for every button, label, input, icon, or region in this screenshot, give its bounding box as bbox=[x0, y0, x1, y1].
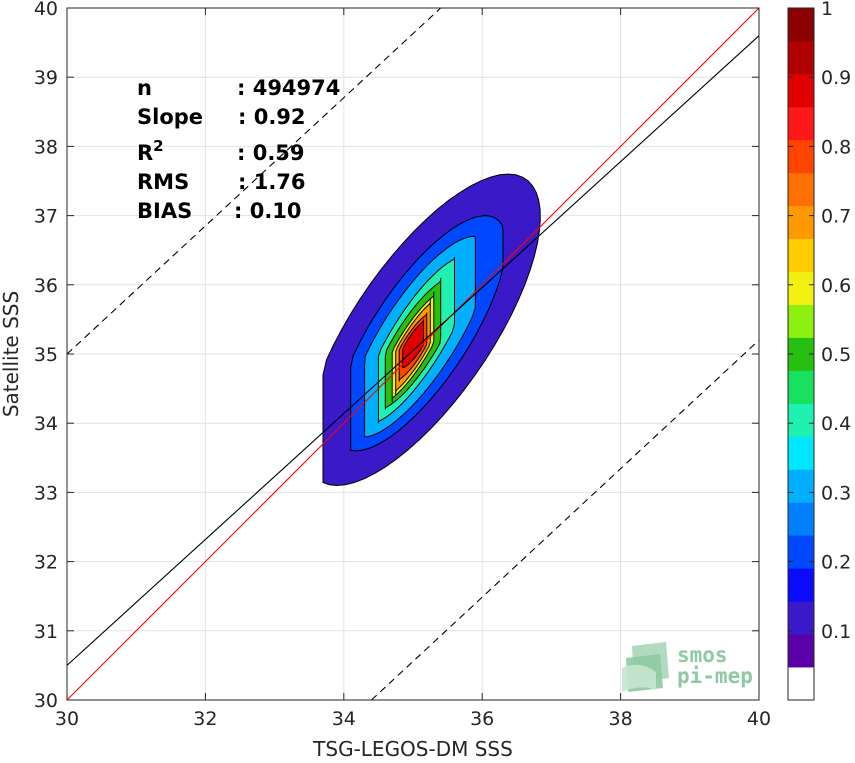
stat-label: BIAS bbox=[137, 199, 192, 223]
colorbar-tick-label: 0.7 bbox=[821, 206, 851, 228]
y-tick-label: 33 bbox=[34, 482, 58, 504]
colorbar-band bbox=[788, 172, 814, 207]
colorbar-band bbox=[788, 73, 814, 108]
colorbar-band bbox=[788, 238, 814, 273]
stat-label: RMS bbox=[137, 170, 189, 194]
stat-value: : 0.10 bbox=[234, 199, 302, 223]
y-tick-label: 31 bbox=[34, 621, 58, 643]
colorbar-band bbox=[788, 601, 814, 635]
colorbar-band bbox=[788, 436, 814, 470]
density-contours bbox=[322, 173, 541, 487]
colorbar-band bbox=[788, 40, 814, 75]
colorbar-tick-label: 0.3 bbox=[821, 482, 851, 504]
lower-bound-line bbox=[371, 339, 760, 701]
colorbar-band bbox=[788, 205, 814, 240]
logo-line1: smos bbox=[677, 643, 728, 667]
x-tick-label: 38 bbox=[609, 708, 633, 730]
smos-pimep-logo: smos pi-mep bbox=[622, 642, 753, 692]
x-axis-ticks: 30 32 34 36 38 40 bbox=[55, 8, 771, 730]
y-tick-label: 36 bbox=[34, 275, 58, 297]
y-tick-label: 32 bbox=[34, 552, 58, 574]
stat-value: : 494974 bbox=[237, 76, 340, 100]
stat-value: : 1.76 bbox=[238, 170, 306, 194]
stat-value: : 0.92 bbox=[238, 105, 306, 129]
colorbar-band bbox=[788, 469, 814, 503]
stat-value: : 0.59 bbox=[237, 141, 305, 165]
colorbar-band bbox=[788, 568, 814, 602]
x-tick-label: 34 bbox=[332, 708, 356, 730]
colorbar-band bbox=[788, 271, 814, 305]
y-tick-label: 35 bbox=[34, 344, 58, 366]
stat-superscript: 2 bbox=[153, 137, 163, 155]
colorbar-band bbox=[788, 403, 814, 437]
stat-label: Slope bbox=[137, 105, 203, 129]
colorbar-tick-label: 0.4 bbox=[821, 413, 851, 435]
colorbar-band bbox=[788, 106, 814, 141]
colorbar-tick-label: 0.1 bbox=[821, 621, 851, 643]
colorbar-tick-label: 0.2 bbox=[821, 552, 851, 574]
x-axis-label: TSG-LEGOS-DM SSS bbox=[312, 737, 513, 761]
colorbar-band bbox=[788, 502, 814, 536]
colorbar-tick-label: 0.6 bbox=[821, 275, 851, 297]
reference-lines bbox=[66, 7, 760, 701]
colorbar-tick-label: 0.5 bbox=[821, 344, 851, 366]
y-axis-label: Satellite SSS bbox=[0, 291, 23, 417]
colorbar-band bbox=[788, 139, 814, 174]
logo-icon bbox=[622, 642, 669, 692]
colorbar-tick-label: 0.8 bbox=[821, 136, 851, 158]
colorbar-tick-label: 0.9 bbox=[821, 67, 851, 89]
colorbar-band bbox=[788, 8, 814, 42]
y-tick-label: 30 bbox=[34, 690, 58, 712]
logo-line2: pi-mep bbox=[677, 664, 753, 688]
x-tick-label: 32 bbox=[193, 708, 217, 730]
y-tick-label: 40 bbox=[34, 0, 58, 20]
upper-bound-line bbox=[66, 7, 442, 355]
x-tick-label: 36 bbox=[470, 708, 494, 730]
stat-label: n bbox=[137, 76, 152, 100]
y-tick-label: 37 bbox=[34, 206, 58, 228]
y-tick-label: 38 bbox=[34, 136, 58, 158]
colorbar-band bbox=[788, 304, 814, 338]
colorbar-band bbox=[788, 634, 814, 668]
colorbar-band bbox=[788, 535, 814, 569]
colorbar: 0.1 0.2 0.3 0.4 0.5 0.6 0.7 0.8 0.9 1 bbox=[787, 0, 851, 701]
x-tick-label: 40 bbox=[747, 708, 771, 730]
y-axis-ticks: 30 31 32 33 34 35 36 37 38 39 40 bbox=[34, 0, 759, 712]
colorbar-band bbox=[788, 370, 814, 404]
colorbar-band bbox=[788, 667, 814, 701]
identity-line bbox=[66, 7, 760, 701]
colorbar-tick-label: 1 bbox=[821, 0, 833, 20]
x-tick-label: 30 bbox=[55, 708, 79, 730]
y-tick-label: 39 bbox=[34, 67, 58, 89]
y-tick-label: 34 bbox=[34, 413, 58, 435]
regression-line bbox=[66, 35, 760, 666]
